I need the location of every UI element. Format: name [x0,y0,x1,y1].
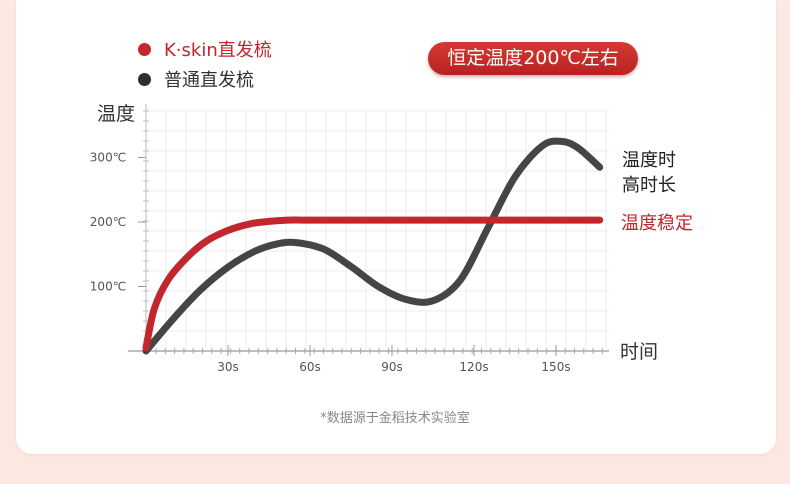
annotation-normal-line: 高时长 [622,175,676,196]
legend-label-kskin: K·skin直发梳 [164,40,272,61]
x-tick-label: 120s [459,360,488,374]
y-tick-label: 100℃ [90,280,126,294]
legend: K·skin直发梳 普通直发梳 [138,34,272,94]
legend-item-normal: 普通直发梳 [138,64,272,94]
data-source-note: *数据源于金稻技术实验室 [320,411,470,426]
x-tick-label: 150s [541,360,570,374]
axes [128,104,609,356]
constant-temp-badge: 恒定温度200℃左右 [428,42,638,75]
legend-label-normal: 普通直发梳 [164,70,254,91]
y-axis-title: 温度 [97,103,135,125]
series-line-normal [142,137,604,355]
y-tick-label: 200℃ [90,215,126,229]
legend-dot-kskin [138,42,151,56]
annotation-kskin: 温度稳定 [621,213,693,234]
series-lines [142,137,604,355]
annotation-normal-line: 温度时 [622,150,676,171]
grid [146,108,609,351]
x-axis-title: 时间 [620,341,658,363]
x-tick-label: 60s [299,360,321,374]
y-tick-label: 300℃ [90,151,126,165]
legend-item-kskin: K·skin直发梳 [138,34,272,64]
x-tick-label: 90s [381,360,403,374]
legend-dot-normal [138,72,151,86]
series-line-kskin [142,216,604,352]
x-tick-label: 30s [217,360,239,374]
